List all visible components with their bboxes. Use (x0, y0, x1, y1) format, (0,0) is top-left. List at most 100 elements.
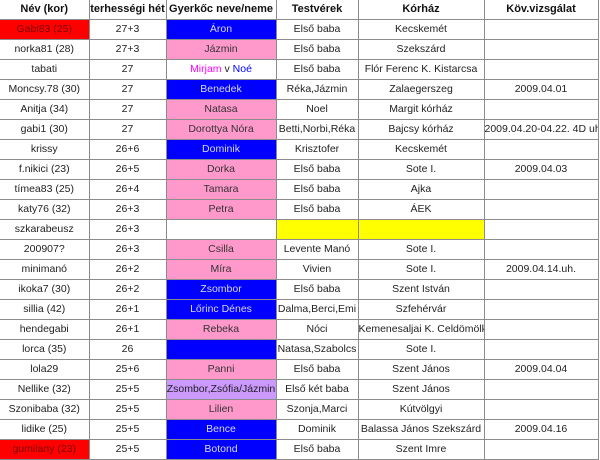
cell-child[interactable]: Bence (165, 419, 277, 440)
cell-hospital[interactable]: Szent Imre (357, 439, 485, 460)
cell-next-exam[interactable]: 2009.04.03 (483, 159, 599, 180)
cell-name[interactable]: minimanó (0, 259, 90, 280)
cell-week[interactable]: 27+3 (88, 19, 167, 40)
cell-hospital[interactable]: Balassa János Szekszárd (357, 419, 485, 440)
cell-week[interactable]: 25+5 (88, 419, 167, 440)
cell-siblings[interactable]: Krisztofer (275, 139, 359, 160)
cell-hospital[interactable]: Szekszárd (357, 39, 485, 60)
cell-siblings[interactable]: Betti,Norbi,Réka (275, 119, 359, 140)
header-child[interactable]: Gyerkőc neve/neme (165, 0, 277, 20)
cell-week[interactable]: 26+5 (88, 159, 167, 180)
cell-child[interactable]: Dominik (165, 139, 277, 160)
cell-hospital[interactable]: Szent János (357, 379, 485, 400)
cell-next-exam[interactable] (483, 279, 599, 300)
cell-name[interactable]: katy76 (32) (0, 199, 90, 220)
cell-week[interactable]: 26+6 (88, 139, 167, 160)
cell-siblings[interactable]: Réka,Jázmin (275, 79, 359, 100)
cell-week[interactable]: 26+2 (88, 279, 167, 300)
cell-siblings[interactable]: Vivien (275, 259, 359, 280)
cell-hospital[interactable]: Szent János (357, 359, 485, 380)
cell-week[interactable]: 26+2 (88, 259, 167, 280)
cell-hospital[interactable]: Zalaegerszeg (357, 79, 485, 100)
cell-next-exam[interactable] (483, 59, 599, 80)
cell-name[interactable]: Nellike (32) (0, 379, 90, 400)
cell-child[interactable] (165, 219, 277, 240)
cell-name[interactable]: tabati (0, 59, 90, 80)
cell-next-exam[interactable]: 2009.04.04 (483, 359, 599, 380)
cell-week[interactable]: 25+5 (88, 439, 167, 460)
cell-child[interactable]: Dorottya Nóra (165, 119, 277, 140)
cell-next-exam[interactable] (483, 239, 599, 260)
cell-week[interactable]: 25+5 (88, 399, 167, 420)
header-name[interactable]: Név (kor) (0, 0, 90, 20)
cell-hospital[interactable]: Sote I. (357, 339, 485, 360)
cell-next-exam[interactable] (483, 179, 599, 200)
cell-siblings[interactable]: Dalma,Berci,Emi (275, 299, 359, 320)
cell-child[interactable] (165, 339, 277, 360)
cell-next-exam[interactable] (483, 19, 599, 40)
cell-siblings[interactable]: Noel (275, 99, 359, 120)
cell-name[interactable]: lidike (25) (0, 419, 90, 440)
cell-name[interactable]: tímea83 (25) (0, 179, 90, 200)
cell-siblings[interactable]: Első baba (275, 39, 359, 60)
cell-name[interactable]: krissy (0, 139, 90, 160)
cell-week[interactable]: 25+5 (88, 379, 167, 400)
cell-hospital[interactable]: Kemenesaljai K. Celdömölk (357, 319, 485, 340)
cell-child[interactable]: Botond (165, 439, 277, 460)
cell-name[interactable]: norka81 (28) (0, 39, 90, 60)
cell-siblings[interactable]: Natasa,Szabolcs (275, 339, 359, 360)
cell-week[interactable]: 27 (88, 79, 167, 100)
cell-name[interactable]: ikoka7 (30) (0, 279, 90, 300)
cell-child[interactable]: Jázmin (165, 39, 277, 60)
cell-next-exam[interactable] (483, 99, 599, 120)
cell-hospital[interactable]: Szent István (357, 279, 485, 300)
cell-hospital[interactable]: Flór Ferenc K. Kistarcsa (357, 59, 485, 80)
header-week[interactable]: terhességi hét (88, 0, 167, 20)
cell-siblings[interactable]: Első baba (275, 19, 359, 40)
cell-name[interactable]: lorca (35) (0, 339, 90, 360)
cell-next-exam[interactable] (483, 339, 599, 360)
cell-hospital[interactable]: Bajcsy kórház (357, 119, 485, 140)
cell-child[interactable]: Panni (165, 359, 277, 380)
cell-child[interactable]: Áron (165, 19, 277, 40)
cell-week[interactable]: 27 (88, 59, 167, 80)
cell-siblings[interactable]: Dominik (275, 419, 359, 440)
cell-next-exam[interactable] (483, 39, 599, 60)
cell-siblings[interactable]: Első baba (275, 59, 359, 80)
cell-next-exam[interactable] (483, 219, 599, 240)
cell-hospital[interactable]: Sote I. (357, 239, 485, 260)
cell-child[interactable]: Míra (165, 259, 277, 280)
cell-name[interactable]: gumilany (23) (0, 439, 90, 460)
cell-week[interactable]: 26+1 (88, 319, 167, 340)
cell-hospital[interactable]: Ajka (357, 179, 485, 200)
cell-child[interactable]: Lilien (165, 399, 277, 420)
cell-child[interactable]: Zsombor,Zsófia/Jázmin (165, 379, 277, 400)
cell-next-exam[interactable] (483, 379, 599, 400)
cell-hospital[interactable]: Kecskemét (357, 139, 485, 160)
header-next-exam[interactable]: Köv.vizsgálat (483, 0, 599, 20)
cell-week[interactable]: 26+3 (88, 219, 167, 240)
cell-next-exam[interactable] (483, 399, 599, 420)
cell-siblings[interactable]: Első baba (275, 199, 359, 220)
cell-hospital[interactable]: Sote I. (357, 159, 485, 180)
cell-next-exam[interactable] (483, 439, 599, 460)
cell-hospital[interactable]: Kecskemét (357, 19, 485, 40)
cell-child[interactable]: Zsombor (165, 279, 277, 300)
cell-next-exam[interactable] (483, 139, 599, 160)
cell-week[interactable]: 26+3 (88, 239, 167, 260)
cell-child[interactable]: Rebeka (165, 319, 277, 340)
cell-child[interactable]: Petra (165, 199, 277, 220)
cell-child[interactable]: Tamara (165, 179, 277, 200)
header-siblings[interactable]: Testvérek (275, 0, 359, 20)
cell-name[interactable]: sillia (42) (0, 299, 90, 320)
cell-siblings[interactable]: Első baba (275, 359, 359, 380)
cell-week[interactable]: 26 (88, 339, 167, 360)
cell-name[interactable]: hendegabi (0, 319, 90, 340)
cell-week[interactable]: 25+6 (88, 359, 167, 380)
cell-hospital[interactable]: Szfehérvár (357, 299, 485, 320)
cell-siblings[interactable]: Levente Manó (275, 239, 359, 260)
cell-siblings[interactable]: Első baba (275, 179, 359, 200)
cell-name[interactable]: f.nikici (23) (0, 159, 90, 180)
cell-name[interactable]: 200907? (0, 239, 90, 260)
cell-week[interactable]: 27+3 (88, 39, 167, 60)
